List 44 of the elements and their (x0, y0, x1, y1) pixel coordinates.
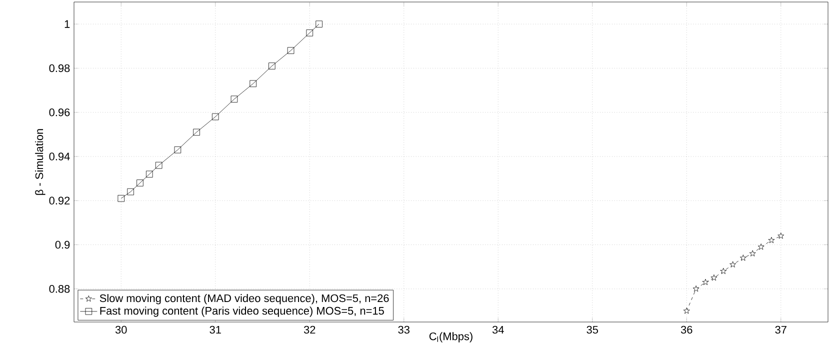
point (268, 62, 276, 70)
y-tick-label: 0.94 (49, 152, 70, 160)
point (212, 113, 219, 120)
x-tick-label: 31 (210, 326, 221, 334)
x-tick-label: 34 (492, 326, 504, 334)
point (683, 308, 690, 314)
y-axis-title: β - Simulation (35, 129, 46, 195)
point (758, 244, 764, 250)
point (250, 80, 256, 88)
point (127, 188, 134, 196)
y-tick-label: 0.96 (49, 108, 70, 116)
y-tick-label: 0.88 (49, 285, 70, 293)
point (692, 286, 700, 292)
legend-label: Fast moving content (Paris video sequence) MOS=5, n=15 (100, 306, 384, 317)
point (316, 20, 322, 28)
point (306, 30, 314, 36)
y-tick-label: 0.92 (49, 196, 70, 204)
point (740, 254, 746, 261)
x-tick-label: 32 (304, 326, 316, 334)
point (155, 162, 162, 169)
x-tick-label: 30 (115, 326, 127, 334)
y-tick-label: 0.98 (49, 64, 70, 72)
point (702, 278, 709, 286)
point (768, 236, 775, 244)
x-axis-title: C$_{l}$(Mbps) (429, 332, 472, 342)
point (749, 250, 756, 256)
point (146, 170, 153, 178)
x-tick-label: 33 (398, 326, 410, 334)
point (778, 232, 784, 239)
y-tick-label: 0.9 (55, 240, 70, 249)
legend-label: Slow moving content (MAD video sequence), MOS=5, n=26 (100, 294, 389, 304)
point (720, 268, 727, 274)
x-tick-label: 37 (775, 326, 786, 334)
x-tick-label: 36 (680, 326, 692, 334)
x-tick-label: 35 (586, 326, 598, 334)
point (287, 47, 294, 54)
point (174, 146, 182, 154)
point (136, 180, 144, 186)
y-tick-label: 1 (64, 20, 70, 28)
point (230, 96, 238, 102)
point (193, 128, 200, 136)
point (730, 261, 736, 268)
point (710, 274, 718, 281)
point (118, 195, 125, 202)
